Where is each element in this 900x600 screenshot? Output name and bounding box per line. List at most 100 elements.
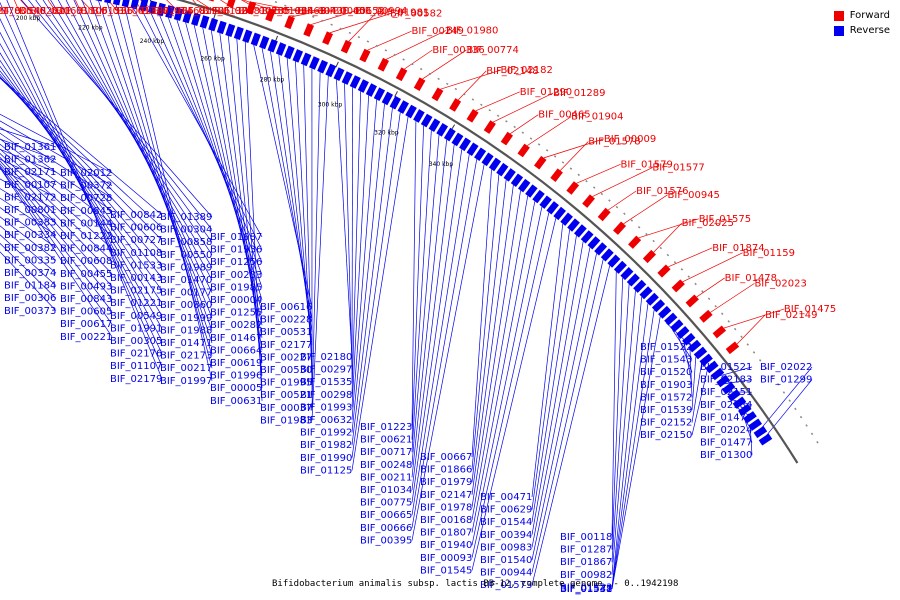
gene-block[interactable]	[699, 353, 713, 367]
gene-label[interactable]: BIF_02176	[110, 349, 162, 360]
gene-block[interactable]	[671, 279, 685, 293]
gene-block[interactable]	[580, 230, 594, 244]
gene-label[interactable]: BIF_02025	[682, 218, 734, 229]
gene-label[interactable]: BIF_00550	[160, 250, 212, 261]
gene-label[interactable]: BIF_00004	[210, 295, 262, 306]
gene-block[interactable]	[341, 71, 353, 85]
gene-block[interactable]	[121, 0, 131, 8]
gene-block[interactable]	[626, 273, 640, 287]
gene-label[interactable]: BIF_01993	[300, 402, 352, 413]
gene-label[interactable]: BIF_00430	[297, 6, 349, 17]
gene-label[interactable]: BIF_00843	[60, 294, 112, 305]
gene-label[interactable]: BIF_00982	[560, 570, 612, 581]
gene-label[interactable]: BIF_02172	[4, 192, 56, 203]
gene-label[interactable]: BIF_01537	[560, 584, 612, 595]
gene-label[interactable]: BIF_00728	[60, 193, 112, 204]
gene-block[interactable]	[532, 189, 545, 204]
gene-block[interactable]	[449, 98, 462, 112]
gene-block[interactable]	[474, 147, 487, 162]
gene-label[interactable]: BIF_01936	[210, 245, 262, 256]
gene-block[interactable]	[710, 367, 725, 381]
gene-label[interactable]: BIF_00845	[60, 206, 112, 217]
gene-label[interactable]: BIF_01223	[360, 422, 412, 433]
gene-block[interactable]	[633, 279, 647, 293]
gene-block[interactable]	[682, 332, 696, 346]
gene-label[interactable]: BIF_01545	[420, 565, 472, 576]
gene-label[interactable]: BIF_00665	[360, 510, 412, 521]
gene-label[interactable]: BIF_01108	[110, 248, 162, 259]
gene-label[interactable]: BIF_00471	[480, 492, 532, 503]
gene-label[interactable]: BIF_02183	[700, 375, 752, 386]
gene-label[interactable]: BIF_00530	[260, 365, 312, 376]
gene-block[interactable]	[560, 212, 573, 226]
gene-block[interactable]	[753, 425, 768, 439]
gene-label[interactable]: BIF_01992	[300, 428, 352, 439]
gene-block[interactable]	[259, 35, 270, 50]
gene-label[interactable]: BIF_01105	[56, 6, 108, 17]
gene-label[interactable]: BIF_01935	[142, 6, 194, 17]
gene-label[interactable]: BIF_02012	[60, 168, 112, 179]
gene-block[interactable]	[389, 95, 402, 110]
gene-block[interactable]	[613, 260, 627, 274]
gene-label[interactable]: BIF_00305	[110, 336, 162, 347]
gene-label[interactable]: BIF_00860	[160, 300, 212, 311]
gene-label[interactable]: BIF_00374	[4, 268, 56, 279]
gene-label[interactable]: BIF_00608	[60, 256, 112, 267]
gene-label[interactable]: BIF_01468	[153, 6, 205, 17]
gene-label[interactable]: BIF_02024	[700, 425, 752, 436]
gene-label[interactable]: BIF_01541	[560, 584, 612, 595]
gene-label[interactable]: BIF_00372	[60, 181, 112, 192]
gene-label[interactable]: BIF_02173	[160, 351, 212, 362]
gene-block[interactable]	[300, 52, 312, 67]
gene-label[interactable]: BIF_00465	[538, 110, 590, 121]
gene-block[interactable]	[503, 168, 516, 182]
gene-label[interactable]: BIF_01523	[560, 582, 612, 593]
gene-label[interactable]: BIF_00249	[412, 26, 464, 37]
gene-label[interactable]: BIF_00631	[210, 396, 262, 407]
gene-label[interactable]: BIF_01940	[420, 540, 472, 551]
gene-label[interactable]: BIF_00285	[238, 6, 290, 17]
gene-block[interactable]	[265, 8, 276, 22]
gene-label[interactable]: BIF_01535	[300, 377, 352, 388]
gene-block[interactable]	[267, 39, 278, 53]
gene-block[interactable]	[725, 341, 740, 355]
gene-label[interactable]: BIF_01576	[636, 186, 688, 197]
gene-label[interactable]: BIF_00383	[4, 218, 56, 229]
gene-block[interactable]	[620, 267, 634, 281]
gene-label[interactable]: BIF_01478	[725, 273, 777, 284]
gene-label[interactable]: BIF_01256	[210, 257, 262, 268]
gene-label[interactable]: BIF_01575	[699, 214, 751, 225]
gene-label[interactable]: BIF_00666	[360, 523, 412, 534]
gene-block[interactable]	[165, 5, 175, 19]
gene-block[interactable]	[436, 123, 449, 137]
gene-label[interactable]: BIF_01290	[520, 87, 572, 98]
gene-block[interactable]	[597, 207, 611, 222]
gene-block[interactable]	[466, 109, 479, 123]
gene-block[interactable]	[451, 132, 464, 147]
gene-block[interactable]	[685, 294, 699, 308]
gene-label[interactable]: BIF_01577	[652, 163, 704, 174]
gene-label[interactable]: BIF_02177	[260, 340, 312, 351]
gene-block[interactable]	[340, 39, 352, 54]
gene-block[interactable]	[413, 109, 425, 123]
gene-label[interactable]: BIF_00858	[160, 237, 212, 248]
gene-label[interactable]: BIF_01982	[300, 440, 352, 451]
gene-block[interactable]	[325, 63, 337, 78]
gene-label[interactable]: BIF_01579	[620, 159, 672, 170]
gene-label[interactable]: BIF_00549	[110, 311, 162, 322]
gene-label[interactable]: BIF_01999	[160, 313, 212, 324]
gene-label[interactable]: BIF_01522	[640, 342, 692, 353]
gene-block[interactable]	[275, 42, 287, 56]
gene-label[interactable]: BIF_01874	[712, 243, 764, 254]
gene-block[interactable]	[699, 309, 713, 323]
gene-block[interactable]	[226, 0, 237, 8]
gene-block[interactable]	[758, 433, 773, 446]
gene-label[interactable]: BIF_02022	[760, 362, 812, 373]
gene-block[interactable]	[405, 104, 417, 119]
gene-label[interactable]: BIF_00227	[260, 352, 312, 363]
gene-label[interactable]: BIF_00667	[420, 452, 472, 463]
gene-label[interactable]: BIF_00005	[210, 383, 262, 394]
gene-label[interactable]: BIF_00304	[160, 225, 212, 236]
gene-block[interactable]	[317, 59, 328, 74]
gene-label[interactable]: BIF_00009	[604, 134, 656, 145]
